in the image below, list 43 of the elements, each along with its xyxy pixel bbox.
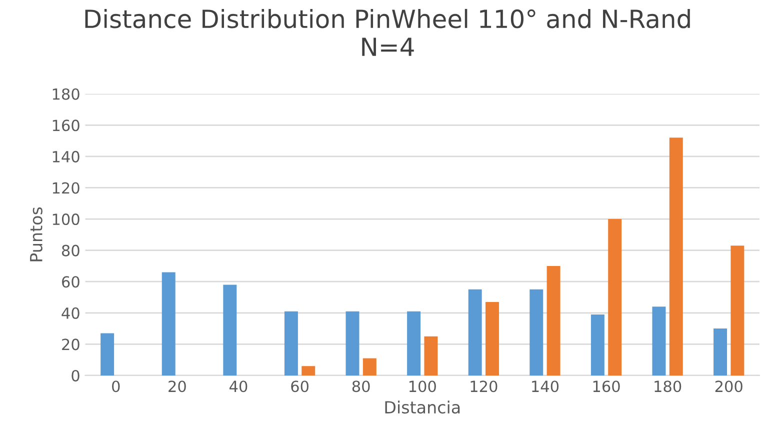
y-axis-title: Puntos <box>30 207 42 262</box>
chart-title: Distance Distribution PinWheel 110° and N-Rand N=4 <box>85 8 690 56</box>
x-tick-label: 40 <box>230 380 248 392</box>
x-tick-label: 100 <box>409 380 436 392</box>
bar <box>530 289 544 376</box>
bar <box>730 246 744 376</box>
bar <box>362 358 376 376</box>
bar <box>486 302 499 376</box>
y-tick-label: 120 <box>52 182 80 194</box>
x-tick-label: 140 <box>532 380 559 392</box>
bar <box>302 366 316 376</box>
x-tick-label: 180 <box>654 380 682 392</box>
y-tick-label: 60 <box>62 276 80 288</box>
y-tick-label: 40 <box>62 307 80 319</box>
bar <box>100 333 114 376</box>
x-tick-label: 160 <box>593 380 620 392</box>
bar <box>468 289 482 376</box>
y-tick-label: 100 <box>52 213 80 226</box>
y-tick-label: 0 <box>72 370 80 382</box>
x-axis-title: Distancia <box>385 400 460 414</box>
bar <box>424 336 438 376</box>
bar <box>346 311 360 376</box>
x-tick-label: 20 <box>168 380 186 392</box>
y-tick-label: 140 <box>52 150 80 162</box>
y-tick-label: 180 <box>52 88 80 100</box>
bar <box>652 306 666 376</box>
bar <box>223 284 237 376</box>
y-tick-label: 80 <box>62 244 80 256</box>
x-tick-label: 200 <box>715 380 742 392</box>
x-tick-label: 120 <box>470 380 498 392</box>
bar <box>590 314 604 376</box>
bar <box>546 266 560 376</box>
bar <box>714 328 728 376</box>
x-tick-label: 0 <box>112 380 120 392</box>
bar <box>284 311 298 376</box>
bar <box>669 138 683 376</box>
y-tick-label: 160 <box>52 120 80 132</box>
y-tick-label: 20 <box>62 338 80 350</box>
bar <box>407 311 421 376</box>
bar <box>162 272 176 376</box>
bar <box>608 219 622 376</box>
x-tick-label: 80 <box>352 380 370 392</box>
x-tick-label: 60 <box>291 380 308 392</box>
